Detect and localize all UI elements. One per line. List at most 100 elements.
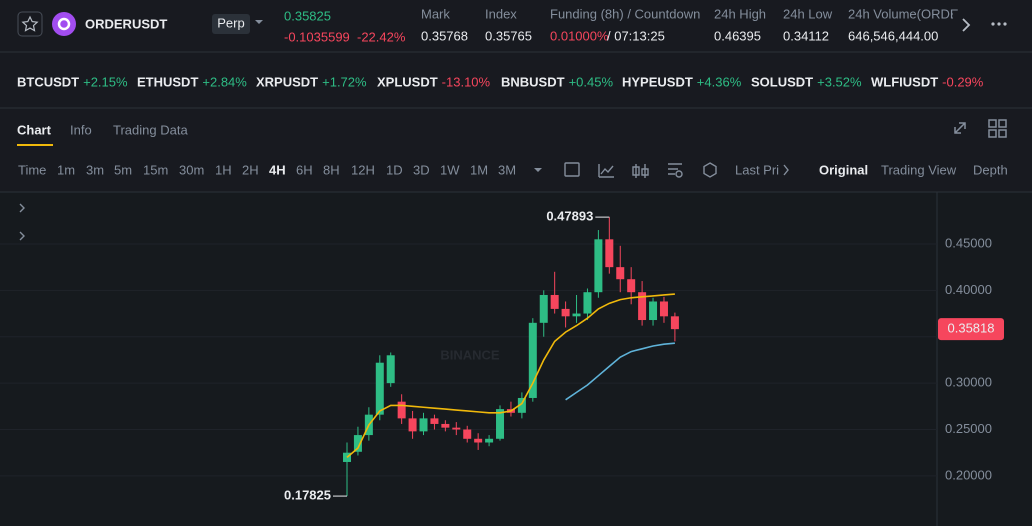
- fullscreen-icon[interactable]: [954, 122, 966, 134]
- interval[interactable]: 3M: [498, 162, 516, 177]
- y-tick-label: 0.45000: [945, 235, 992, 250]
- coin-logo-mark: [57, 17, 71, 31]
- tab[interactable]: Info: [70, 122, 92, 137]
- candle-body: [528, 322, 537, 398]
- ticker-symbol[interactable]: HYPEUSDT: [622, 74, 693, 89]
- stat-label: 24h High: [714, 6, 766, 21]
- candle-body: [539, 294, 548, 323]
- calendar-icon[interactable]: [564, 162, 580, 177]
- ticker-change: +2.15%: [83, 74, 128, 89]
- candle-body: [397, 401, 406, 419]
- stat-value: 646,546,444.00: [848, 28, 938, 43]
- tool-chevron[interactable]: [783, 164, 789, 176]
- candle-body: [408, 418, 417, 432]
- y-tick-label: 0.20000: [945, 467, 992, 482]
- interval[interactable]: 15m: [143, 162, 168, 177]
- ticker-symbol[interactable]: WLFIUSDT: [871, 74, 938, 89]
- stat-extra: / 07:13:25: [607, 28, 665, 43]
- ticker-change: +4.36%: [697, 74, 742, 89]
- settings-icon[interactable]: [668, 163, 682, 175]
- badge: Perp: [217, 15, 244, 30]
- candle-body: [605, 239, 614, 268]
- settings-icon-dot: [675, 170, 683, 178]
- view-option[interactable]: Trading View: [881, 162, 957, 177]
- stat-value: 0.46395: [714, 28, 761, 43]
- tab[interactable]: Trading Data: [113, 122, 188, 137]
- tool-label[interactable]: Last Pri: [735, 162, 779, 177]
- more-icon[interactable]: [991, 22, 1007, 26]
- candle-body: [616, 267, 625, 280]
- interval[interactable]: 1W: [440, 162, 460, 177]
- high-label: 0.47893: [546, 209, 593, 224]
- candle-body: [638, 292, 647, 321]
- candle-body: [430, 418, 439, 424]
- interval[interactable]: 30m: [179, 162, 204, 177]
- interval[interactable]: 1M: [470, 162, 488, 177]
- ticker-change: +3.52%: [817, 74, 862, 89]
- ma-line: [565, 342, 675, 401]
- favorite-button[interactable]: [17, 11, 43, 37]
- ma-line: [346, 293, 675, 458]
- ticker-symbol[interactable]: XPLUSDT: [377, 74, 438, 89]
- ticker-symbol[interactable]: SOLUSDT: [751, 74, 813, 89]
- interval[interactable]: 12H: [351, 162, 375, 177]
- interval[interactable]: 3D: [413, 162, 430, 177]
- candle-body: [670, 316, 679, 330]
- stat-label: 24h Volume(ORDE: [848, 6, 959, 21]
- indicator-icon[interactable]: [598, 164, 614, 178]
- candle-body: [463, 429, 472, 439]
- tab[interactable]: Chart: [17, 122, 52, 137]
- candle-type-icon[interactable]: [632, 164, 649, 178]
- interval[interactable]: 1H: [215, 162, 232, 177]
- ticker-symbol[interactable]: ETHUSDT: [137, 74, 198, 89]
- y-tick-label: 0.25000: [945, 421, 992, 436]
- interval[interactable]: 2H: [242, 162, 259, 177]
- interval[interactable]: 5m: [114, 162, 132, 177]
- badge-bg: [212, 14, 250, 34]
- ticker-symbol[interactable]: XRPUSDT: [256, 74, 318, 89]
- scroll-right-icon[interactable]: [962, 18, 971, 32]
- ticker-symbol[interactable]: BNBUSDT: [501, 74, 565, 89]
- last-price: 0.35825: [284, 8, 331, 23]
- side-panel-toggles[interactable]: [19, 203, 25, 241]
- interval[interactable]: Time: [18, 162, 46, 177]
- candle-body: [627, 279, 636, 293]
- gear-icon[interactable]: [703, 162, 717, 178]
- candle-body: [550, 294, 559, 309]
- candle-body: [474, 438, 483, 443]
- y-tick-label: 0.40000: [945, 282, 992, 297]
- symbol[interactable]: ORDERUSDT: [85, 16, 167, 31]
- interval[interactable]: 1m: [57, 162, 75, 177]
- candle-body: [659, 301, 668, 317]
- change-pct: -22.42%: [357, 29, 406, 44]
- view-option[interactable]: Original: [819, 162, 868, 177]
- candle-body: [561, 308, 570, 317]
- interval[interactable]: 1D: [386, 162, 403, 177]
- ticker-change: -0.29%: [942, 74, 984, 89]
- interval[interactable]: 4H: [269, 162, 286, 177]
- layout-icon[interactable]: [988, 119, 1007, 138]
- stat-value: 0.34112: [783, 28, 829, 43]
- more-intervals[interactable]: [534, 168, 542, 172]
- dropdown-icon[interactable]: [255, 20, 263, 24]
- candle-body: [386, 355, 395, 384]
- stat-value: 0.35765: [485, 28, 532, 43]
- view-option[interactable]: Depth: [973, 162, 1008, 177]
- candle-body: [496, 409, 505, 439]
- interval[interactable]: 8H: [323, 162, 340, 177]
- stat-label: Funding (8h) / Countdown: [550, 6, 700, 21]
- tab-underline: [17, 144, 53, 146]
- star-icon: [21, 15, 39, 32]
- interval[interactable]: 3m: [86, 162, 104, 177]
- ticker-symbol[interactable]: BTCUSDT: [17, 74, 79, 89]
- interval[interactable]: 6H: [296, 162, 313, 177]
- candle-body: [583, 292, 592, 314]
- candle-body: [375, 362, 384, 415]
- stat-label: 24h Low: [783, 6, 833, 21]
- stat-value: 0.35768: [421, 28, 468, 43]
- chart-area: [0, 192, 1032, 526]
- stat-label: Index: [485, 6, 517, 21]
- ticker-change: +0.45%: [569, 74, 614, 89]
